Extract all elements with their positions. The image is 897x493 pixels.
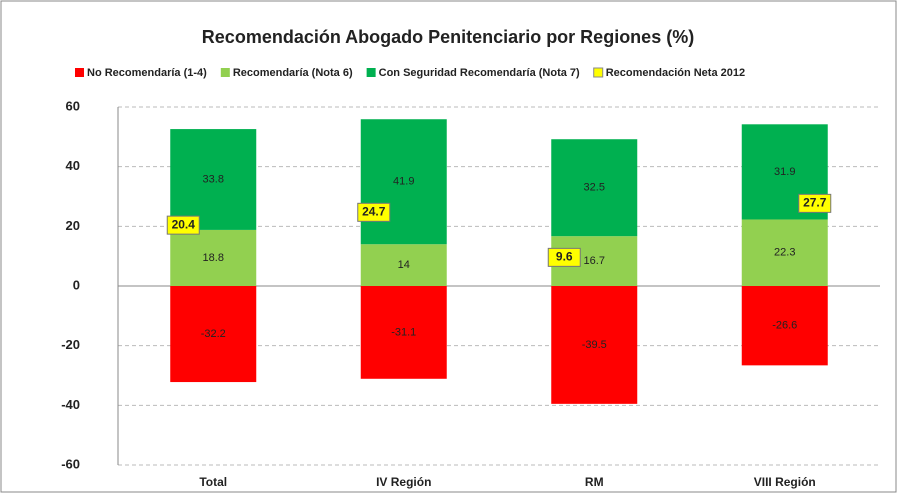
- net-marker: [798, 193, 832, 213]
- y-tick-label: 20: [66, 218, 80, 233]
- legend-swatch: [593, 67, 604, 78]
- bar-value-label: 33.8: [203, 173, 224, 185]
- bar-value-label: -32.2: [201, 328, 226, 340]
- bar-value-label: -31.1: [391, 326, 416, 338]
- bar-value-label: 22.3: [774, 247, 795, 259]
- y-tick-label: 0: [73, 277, 80, 292]
- legend-swatch: [220, 68, 230, 77]
- bar-value-label: -26.6: [772, 320, 797, 332]
- net-marker: [166, 215, 200, 235]
- bar-segment: [551, 286, 638, 404]
- bar-value-label: -39.5: [582, 339, 607, 351]
- legend-swatch: [366, 68, 376, 77]
- bar-value-label: 14: [398, 259, 410, 271]
- net-marker: [547, 247, 581, 267]
- bar-segment: [741, 219, 828, 286]
- net-marker: [357, 202, 391, 222]
- y-tick-label: 40: [66, 158, 80, 173]
- net-label: 24.7: [362, 204, 386, 218]
- bar-value-label: 32.5: [584, 182, 605, 194]
- bar-segment: [551, 139, 638, 237]
- bar-segment: [360, 286, 447, 379]
- bar-value-label: 31.9: [774, 166, 795, 178]
- legend-label: Con Seguridad Recomendaría (Nota 7): [379, 67, 580, 79]
- bar-value-label: 18.8: [203, 252, 224, 264]
- net-label: 20.4: [172, 217, 196, 231]
- net-label: 9.6: [556, 250, 573, 264]
- x-tick-label: Total: [199, 475, 227, 489]
- bar-segment: [741, 286, 828, 366]
- bar-segment: [360, 244, 447, 286]
- legend-swatch: [75, 68, 84, 77]
- bar-segment: [170, 229, 257, 286]
- y-tick-label: 60: [66, 98, 80, 113]
- x-tick-label: VIII Región: [754, 475, 816, 489]
- net-label: 27.7: [803, 196, 827, 210]
- bar-segment: [360, 119, 447, 245]
- bar-segment: [170, 129, 257, 230]
- y-tick-label: -40: [61, 397, 80, 412]
- x-tick-label: IV Región: [376, 475, 431, 489]
- x-tick-label: RM: [585, 475, 604, 489]
- bar-segment: [170, 286, 257, 383]
- y-tick-label: -60: [61, 456, 80, 471]
- chart-title: Recomendación Abogado Penitenciario por …: [202, 27, 694, 47]
- legend-label: No Recomendaría (1-4): [87, 67, 207, 79]
- y-tick-label: -20: [61, 337, 80, 352]
- bar-value-label: 16.7: [584, 255, 605, 267]
- legend-label: Recomendación Neta 2012: [606, 67, 745, 79]
- legend-label: Recomendaría (Nota 6): [233, 67, 353, 79]
- bar-value-label: 41.9: [393, 176, 414, 188]
